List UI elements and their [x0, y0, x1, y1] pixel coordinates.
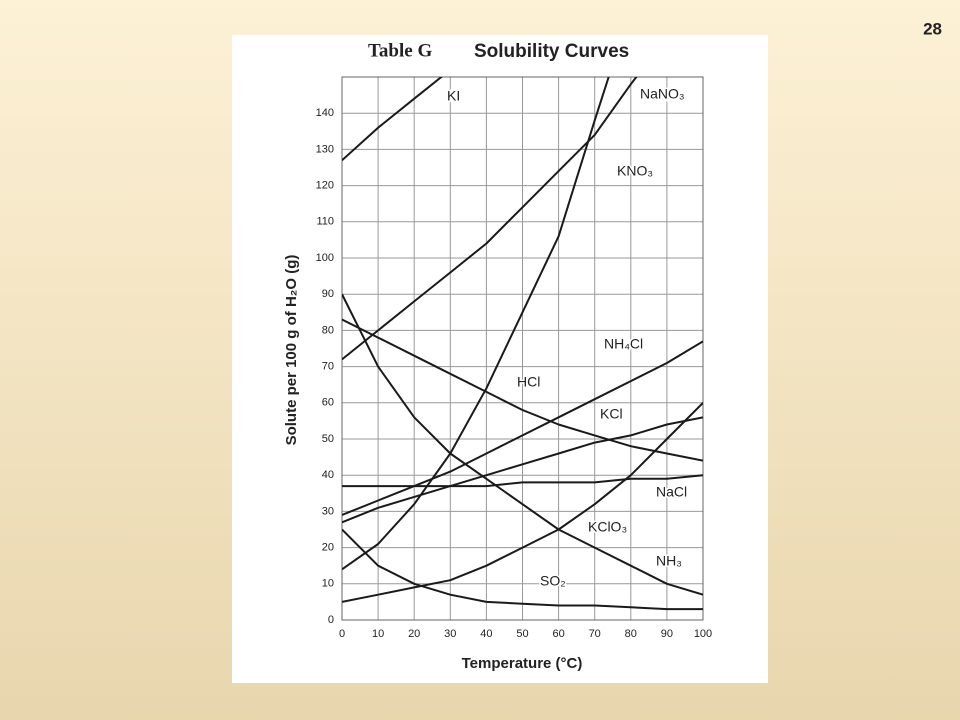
solubility-curve — [342, 528, 703, 611]
x-tick-label: 40 — [480, 628, 492, 640]
x-tick-label: 50 — [516, 628, 528, 640]
y-tick-label: 20 — [322, 542, 334, 554]
x-tick-label: 20 — [408, 628, 420, 640]
plot-frame — [341, 76, 704, 621]
curve-label: NaNO₃ — [640, 86, 685, 102]
y-tick-label: 80 — [322, 324, 334, 336]
solubility-curve — [342, 402, 703, 603]
x-tick-label: 70 — [589, 628, 601, 640]
x-tick-label: 100 — [694, 628, 712, 640]
y-tick-label: 90 — [322, 288, 334, 300]
chart-title: Solubility Curves — [474, 41, 629, 62]
y-axis-title: Solute per 100 g of H₂O (g) — [283, 255, 300, 446]
x-tick-label: 10 — [372, 628, 384, 640]
y-tick-label: 100 — [316, 252, 334, 264]
solubility-curve — [342, 340, 703, 516]
x-axis-title: Temperature (°C) — [462, 655, 583, 672]
solubility-curve — [342, 77, 610, 571]
curve-label: KI — [447, 88, 460, 104]
curve-label: KNO₃ — [617, 163, 653, 179]
solubility-curve — [342, 474, 703, 488]
curve-label: HCl — [517, 374, 540, 390]
curves — [342, 77, 703, 611]
y-tick-label: 50 — [322, 433, 334, 445]
solubility-curve — [342, 318, 703, 462]
solubility-curve — [342, 416, 703, 524]
y-tick-label: 130 — [316, 143, 334, 155]
curve-label: KCl — [600, 406, 623, 422]
y-tick-label: 0 — [328, 614, 334, 626]
y-tick-label: 120 — [316, 180, 334, 192]
solubility-curve — [342, 77, 638, 361]
y-tick-label: 60 — [322, 397, 334, 409]
y-tick-label: 70 — [322, 361, 334, 373]
x-tick-label: 80 — [625, 628, 637, 640]
table-label: Table G — [368, 40, 432, 61]
y-tick-label: 40 — [322, 469, 334, 481]
y-tick-label: 10 — [322, 578, 334, 590]
x-tick-label: 0 — [339, 628, 345, 640]
y-tick-label: 30 — [322, 505, 334, 517]
curve-label: SO₂ — [540, 573, 566, 589]
curve-label: NaCl — [656, 484, 687, 500]
solubility-curve — [342, 77, 443, 162]
solubility-curve — [342, 293, 703, 596]
curve-label: NH₄Cl — [604, 336, 643, 352]
curve-label: NH₃ — [656, 553, 682, 569]
x-tick-label: 90 — [661, 628, 673, 640]
y-tick-label: 110 — [316, 216, 334, 228]
x-tick-label: 60 — [552, 628, 564, 640]
curve-label: KClO₃ — [588, 519, 627, 535]
plot-area — [341, 76, 704, 621]
y-tick-label: 140 — [316, 107, 334, 119]
page-number: 28 — [923, 19, 942, 38]
x-tick-label: 30 — [444, 628, 456, 640]
